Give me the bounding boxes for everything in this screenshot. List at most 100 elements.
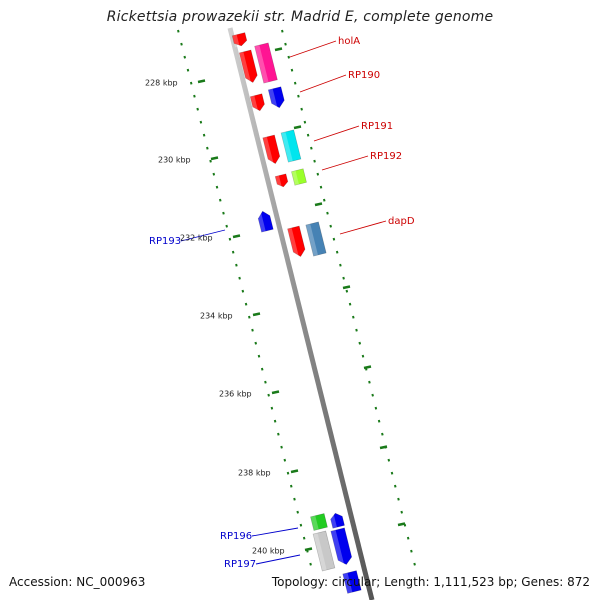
tick-dot	[352, 315, 355, 319]
tick-dot	[215, 185, 219, 189]
tick-dot	[222, 211, 225, 215]
major-tick	[232, 234, 241, 239]
gene-arrow	[329, 512, 345, 529]
tick-dot	[322, 198, 326, 202]
accession-text: Accession: NC_000963	[9, 575, 146, 589]
tick-dot	[177, 29, 180, 33]
gene-arrow	[254, 42, 278, 84]
tick-dot	[410, 549, 413, 553]
gene-label: RP190	[348, 70, 380, 81]
gene-label: RP192	[370, 151, 402, 162]
tick-dot	[260, 367, 264, 371]
gene-arrow	[249, 93, 265, 113]
outer-tick	[363, 365, 372, 370]
scale-ticks	[177, 29, 416, 566]
tick-dot	[329, 224, 332, 228]
tick-dot	[212, 172, 216, 176]
gene-arrow	[231, 32, 248, 48]
label-leaders	[180, 40, 387, 565]
tick-dot	[289, 484, 293, 488]
gene-arrow	[330, 527, 353, 567]
tick-dot	[348, 302, 352, 306]
tick-dot	[244, 302, 248, 306]
tick-dot	[280, 445, 283, 449]
gene-arrow	[287, 225, 306, 259]
scale-label: 236 kbp	[219, 390, 252, 399]
tick-dot	[290, 68, 294, 72]
tick-dot	[251, 328, 254, 332]
tick-dot	[270, 406, 274, 410]
tick-dot	[299, 523, 303, 527]
gene-arrow	[267, 86, 285, 110]
tick-dot	[345, 289, 349, 293]
tick-dot	[361, 354, 365, 358]
outer-tick	[379, 445, 388, 450]
tick-dot	[335, 250, 339, 254]
tick-dot	[319, 185, 323, 189]
tick-dot	[180, 42, 183, 46]
scale-label: 228 kbp	[145, 79, 178, 88]
tick-dot	[400, 510, 403, 514]
gene-features	[231, 32, 362, 594]
tick-dot	[313, 159, 316, 163]
tick-dot	[306, 133, 310, 137]
tick-dot	[286, 471, 290, 475]
tick-dot	[397, 497, 400, 501]
gene-arrow	[305, 221, 327, 257]
gene-arrow	[274, 173, 289, 189]
gene-arrow	[262, 134, 281, 166]
leader-line	[251, 527, 299, 537]
outer-tick	[274, 47, 283, 52]
tick-dot	[355, 328, 358, 332]
tick-dot	[374, 406, 378, 410]
tick-dot	[228, 237, 232, 241]
tick-dot	[293, 497, 296, 501]
tick-dot	[413, 562, 416, 566]
scale-label: 230 kbp	[158, 156, 191, 165]
leader-line	[255, 554, 301, 565]
major-tick	[197, 79, 206, 84]
tick-dot	[238, 276, 241, 280]
tick-dot	[387, 458, 391, 462]
tick-dot	[202, 133, 206, 137]
tick-dot	[196, 107, 199, 111]
leader-line	[180, 229, 226, 242]
tick-dot	[296, 510, 299, 514]
tick-dot	[231, 250, 235, 254]
tick-dot	[254, 341, 258, 345]
tick-dot	[287, 55, 291, 59]
tick-dot	[209, 159, 212, 163]
tick-dot	[310, 146, 313, 150]
gene-label: holA	[338, 36, 360, 47]
leader-line	[289, 40, 337, 58]
tick-dot	[342, 276, 345, 280]
tick-dot	[183, 55, 187, 59]
map-title: Rickettsia prowazekii str. Madrid E, com…	[106, 9, 494, 25]
scale-label: 240 kbp	[252, 547, 285, 556]
gene-arrow	[291, 168, 307, 186]
tick-dot	[393, 484, 397, 488]
gene-label: RP191	[361, 121, 393, 132]
tick-dot	[225, 224, 228, 228]
labels: 228 kbp 230 kbp 232 kbp 234 kbp 236 kbp 238 k…	[145, 36, 415, 570]
leader-line	[339, 220, 387, 235]
tick-dot	[264, 380, 267, 384]
tick-dot	[193, 94, 196, 98]
major-tick	[290, 469, 299, 474]
tick-dot	[297, 94, 300, 98]
scale-label: 234 kbp	[200, 312, 233, 321]
leader-line	[299, 74, 347, 93]
gene-label: RP196	[220, 531, 252, 542]
genome-summary-text: Topology: circular; Length: 1,111,523 bp…	[271, 575, 590, 589]
leader-line	[313, 125, 360, 142]
gene-label: RP197	[224, 559, 256, 570]
gene-arrow	[342, 570, 362, 594]
tick-dot	[199, 120, 203, 124]
tick-dot	[302, 536, 306, 540]
gene-arrow	[238, 49, 258, 84]
tick-dot	[390, 471, 394, 475]
major-tick	[252, 312, 261, 317]
tick-dot	[303, 120, 307, 124]
backbone	[227, 27, 375, 600]
